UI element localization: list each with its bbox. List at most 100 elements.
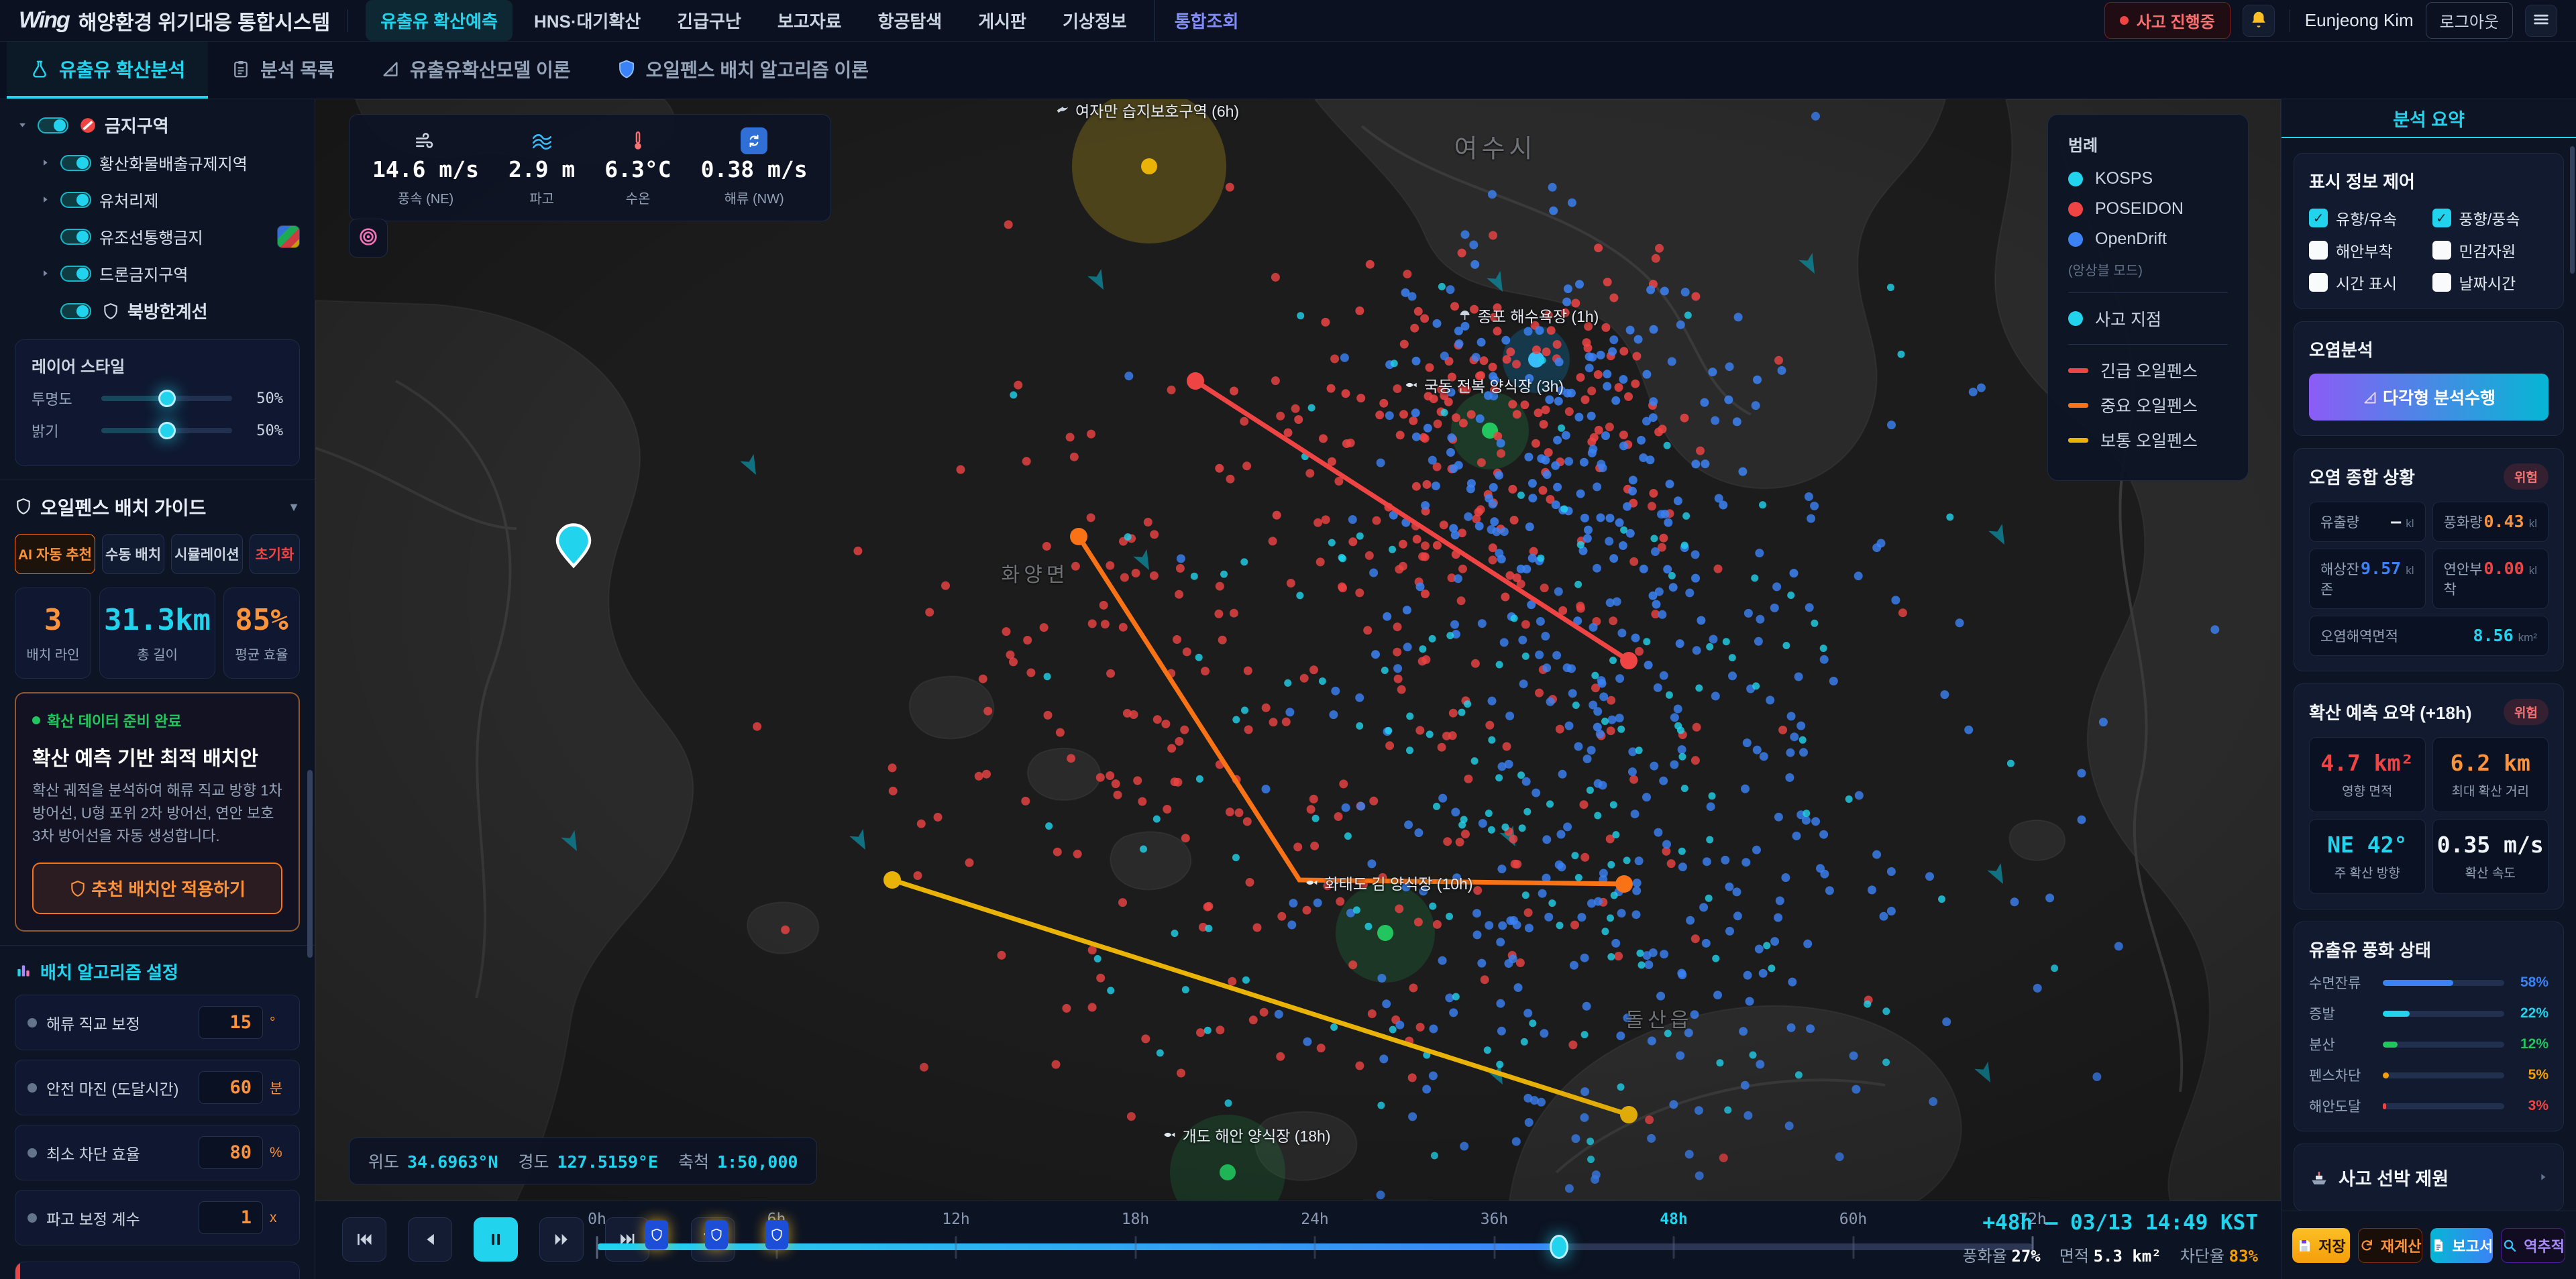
- layer-toggle[interactable]: [60, 228, 91, 245]
- nav-item-기상정보[interactable]: 기상정보: [1063, 11, 1127, 32]
- legend-title: 범례: [2068, 137, 2098, 155]
- 저장-button[interactable]: 저장: [2292, 1227, 2350, 1263]
- nav-item-항공탐색[interactable]: 항공탐색: [877, 11, 943, 32]
- checkbox-시간 표시[interactable]: 시간 표시: [2309, 271, 2426, 294]
- fence-guide-header[interactable]: 오일펜스 배치 가이드 ▼: [15, 494, 300, 520]
- layer-toggle[interactable]: [60, 191, 91, 208]
- player-fast-forward-button[interactable]: [539, 1217, 584, 1262]
- timeline-label-24h: 24h: [1301, 1211, 1329, 1228]
- logout-button[interactable]: 로그아웃: [2425, 2, 2513, 39]
- layer-toggle[interactable]: [60, 265, 91, 282]
- slider-밝기[interactable]: [101, 422, 232, 439]
- defense-card-긴급[interactable]: 1차 방어선 (고강도 차단형)긴급길이8043m각도303°차단 효율 92%: [15, 1262, 300, 1279]
- algo-input-파고 보정 계수[interactable]: 1: [199, 1201, 263, 1235]
- forecast-title: 확산 예측 요약 (+18h): [2309, 703, 2472, 723]
- slider-투명도[interactable]: [101, 390, 232, 407]
- tab-유출유 확산분석[interactable]: 유출유 확산분석: [7, 42, 209, 99]
- algo-input-안전 마진 (도달시간)[interactable]: 60: [199, 1071, 263, 1105]
- timeline-handle[interactable]: [1549, 1235, 1568, 1259]
- shieldO-icon: [771, 1228, 782, 1241]
- place-label-화양면: 화양면: [1001, 564, 1069, 586]
- tab-분석 목록[interactable]: 분석 목록: [208, 42, 358, 99]
- fence-mode-buttons: AI 자동 추천 수동 배치 시뮬레이션 초기화: [15, 534, 300, 574]
- ready-dot-icon: [32, 716, 40, 724]
- nav-item-유출유 확산예측[interactable]: 유출유 확산예측: [366, 0, 513, 41]
- apply-recommendation-button[interactable]: 추천 배치안 적용하기: [32, 863, 282, 915]
- nav-item-보고자료[interactable]: 보고자료: [777, 11, 842, 32]
- checkbox-유향/유속[interactable]: ✓ 유향/유속: [2309, 207, 2426, 229]
- latitude-value: 34.6963°N: [407, 1152, 498, 1172]
- layer-row-금지구역[interactable]: 금지구역: [15, 106, 300, 144]
- nav-item-게시판[interactable]: 게시판: [978, 11, 1026, 32]
- 역추적-button[interactable]: 역추적: [2501, 1227, 2565, 1263]
- incident-status-label: 사고 진행중: [2136, 13, 2215, 32]
- algo-settings-title: 배치 알고리즘 설정: [40, 962, 178, 983]
- nav-item-HNS·대기확산[interactable]: HNS·대기확산: [533, 11, 641, 32]
- menu-button[interactable]: [2525, 4, 2557, 37]
- ff-icon: [555, 1233, 568, 1245]
- notifications-button[interactable]: [2242, 4, 2275, 37]
- legend-model-POSEIDON: POSEIDON: [2068, 199, 2228, 219]
- shieldO-icon: [71, 881, 85, 897]
- fence-deploy-marker[interactable]: [765, 1220, 788, 1249]
- layer-toggle[interactable]: [60, 154, 91, 171]
- layer-row-드론금지구역[interactable]: 드론금지구역: [15, 255, 300, 292]
- fence-mode-시뮬레이션[interactable]: 시뮬레이션: [171, 534, 243, 574]
- layer-style-card: 레이어 스타일 투명도 50% 밝기 50%: [15, 339, 300, 466]
- fence-deploy-marker[interactable]: [705, 1220, 729, 1249]
- player-step-back-button[interactable]: [408, 1217, 452, 1262]
- player-skip-end-button[interactable]: [605, 1217, 649, 1262]
- layer-label: 금지구역: [105, 116, 169, 136]
- checkbox-해안부착[interactable]: 해안부착: [2309, 239, 2426, 262]
- metric-면적: 면적 5.3 km²: [2059, 1247, 2161, 1266]
- app-logo: Wing 해양환경 위기대응 통합시스템: [19, 6, 330, 36]
- 보고서-button[interactable]: 보고서: [2430, 1227, 2493, 1263]
- player-skip-start-button[interactable]: [342, 1217, 386, 1262]
- algo-settings-header: 배치 알고리즘 설정: [15, 959, 300, 984]
- player-pause-button[interactable]: [474, 1217, 518, 1262]
- fence-stat-총 길이: 31.3km 총 길이: [99, 588, 215, 679]
- recommendation-card: 확산 데이터 준비 완료 확산 예측 기반 최적 배치안 확산 궤적을 분석하여…: [15, 692, 300, 932]
- layer-label: 황산화물배출규제지역: [99, 156, 248, 174]
- sidebar-scrollbar[interactable]: [307, 99, 313, 1279]
- right-panel-scrollbar[interactable]: [2570, 146, 2575, 274]
- algo-input-최소 차단 효율[interactable]: 80: [199, 1136, 263, 1170]
- tab-오일펜스 배치 알고리즘 이론[interactable]: 오일펜스 배치 알고리즘 이론: [594, 42, 892, 99]
- algo-input-해류 직교 보정[interactable]: 15: [199, 1006, 263, 1040]
- recenter-target-button[interactable]: [349, 219, 388, 258]
- tab-유출유확산모델 이론[interactable]: 유출유확산모델 이론: [358, 42, 594, 99]
- 재계산-button[interactable]: 재계산: [2357, 1227, 2422, 1263]
- right-panel: 분석 요약 표시 정보 제어 ✓ 유향/유속 ✓ 풍향/풍속 해안부착 민감자원 시간 표시…: [2281, 99, 2576, 1279]
- layer-row-황산화물배출규제지역[interactable]: 황산화물배출규제지역: [15, 144, 300, 181]
- layer-row-북방한계선[interactable]: 북방한계선: [15, 292, 300, 330]
- layer-row-유처리제[interactable]: 유처리제: [15, 181, 300, 218]
- clipboard-icon: [234, 60, 248, 77]
- fence-mode-수동 배치[interactable]: 수동 배치: [101, 534, 165, 574]
- fence-deploy-marker[interactable]: [645, 1220, 669, 1249]
- layer-style-chip[interactable]: [277, 225, 300, 248]
- fence-mode-초기화[interactable]: 초기화: [249, 534, 300, 574]
- site-label: 여자만 습지보호구역 (6h): [1055, 99, 1239, 121]
- layer-toggle[interactable]: [60, 302, 91, 319]
- map-canvas[interactable]: 여수시 화양면 돌산읍 여자만 습지보호구역 (6h) 종포 해수욕장 (1h) 국동 전…: [315, 99, 2281, 1201]
- checkbox-풍향/풍속[interactable]: ✓ 풍향/풍속: [2432, 207, 2549, 229]
- fence-stat-배치 라인: 3 배치 라인: [15, 588, 92, 679]
- timeline-track[interactable]: [597, 1243, 2033, 1250]
- nav-item-긴급구난[interactable]: 긴급구난: [677, 11, 741, 32]
- shieldO-icon: [17, 498, 30, 515]
- slider-row-밝기: 밝기 50%: [32, 422, 283, 440]
- status-오염해역면적: 오염해역면적 8.56 km²: [2309, 616, 2548, 656]
- danger-badge: 위험: [2504, 463, 2548, 490]
- timeline-axis[interactable]: 0h 6h 12h 18h 24h 36h 48h 60h 72h: [315, 1201, 2281, 1279]
- layer-toggle[interactable]: [38, 117, 68, 133]
- checkbox-날짜시간[interactable]: 날짜시간: [2432, 271, 2549, 294]
- nav-item-통합조회[interactable]: 통합조회: [1153, 0, 1254, 41]
- layer-row-유조선통행금지[interactable]: 유조선통행금지: [15, 218, 300, 255]
- legend-fence-중요 오일펜스: 중요 오일펜스: [2068, 393, 2228, 417]
- timeline-metrics: 풍화율 27% 면적 5.3 km² 차단율 83%: [1962, 1243, 2258, 1266]
- checkbox-민감자원[interactable]: 민감자원: [2432, 239, 2549, 262]
- fence-mode-AI 자동 추천[interactable]: AI 자동 추천: [15, 534, 95, 574]
- section-사고 선박 제원[interactable]: 사고 선박 제원: [2294, 1144, 2564, 1211]
- caretDown-icon: [19, 123, 25, 127]
- polygon-analysis-button[interactable]: 다각형 분석수행: [2309, 374, 2548, 421]
